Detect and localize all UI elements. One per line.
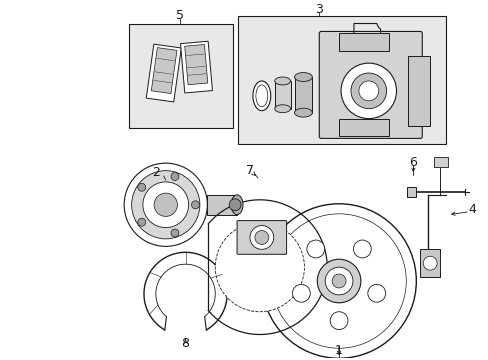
Ellipse shape [252,81,270,111]
Bar [407,56,429,126]
Circle shape [254,230,268,244]
Circle shape [171,229,179,237]
Bar [419,249,439,277]
Text: 5: 5 [175,9,183,22]
Circle shape [358,81,378,101]
Circle shape [131,171,200,239]
Circle shape [171,172,179,180]
Text: 7: 7 [245,163,253,177]
Bar [207,195,237,215]
Circle shape [154,193,177,216]
Polygon shape [180,41,212,93]
Circle shape [331,274,346,288]
Circle shape [423,256,436,270]
Bar [294,77,312,113]
Bar [129,23,233,127]
Circle shape [271,214,406,348]
Polygon shape [151,48,177,94]
Circle shape [317,259,360,303]
Circle shape [367,284,385,302]
Ellipse shape [294,108,312,117]
Circle shape [229,199,241,211]
Bar [338,118,388,136]
Polygon shape [184,45,207,85]
Circle shape [350,73,386,109]
FancyBboxPatch shape [319,31,422,138]
Ellipse shape [294,73,312,81]
Circle shape [215,222,304,312]
Circle shape [261,204,415,358]
Ellipse shape [274,77,290,85]
FancyBboxPatch shape [237,221,286,254]
Circle shape [353,240,370,258]
Bar [274,81,290,109]
Circle shape [306,240,324,258]
Text: 3: 3 [315,3,323,16]
Polygon shape [146,44,181,102]
Circle shape [249,226,273,249]
Bar [338,33,388,51]
Circle shape [138,183,145,191]
Circle shape [138,218,145,226]
Circle shape [340,63,396,118]
Circle shape [124,163,207,246]
Text: 1: 1 [334,344,342,357]
Text: 4: 4 [468,203,476,216]
Bar [407,187,415,197]
Circle shape [142,182,188,228]
Circle shape [329,312,347,329]
Circle shape [191,201,199,209]
Ellipse shape [274,105,290,113]
Text: 2: 2 [152,166,160,179]
Bar [433,157,447,167]
Ellipse shape [255,85,267,107]
Ellipse shape [231,195,243,215]
Text: 8: 8 [181,337,189,350]
Bar [238,15,445,144]
Circle shape [325,267,352,295]
Text: 6: 6 [408,156,416,169]
Circle shape [292,284,310,302]
